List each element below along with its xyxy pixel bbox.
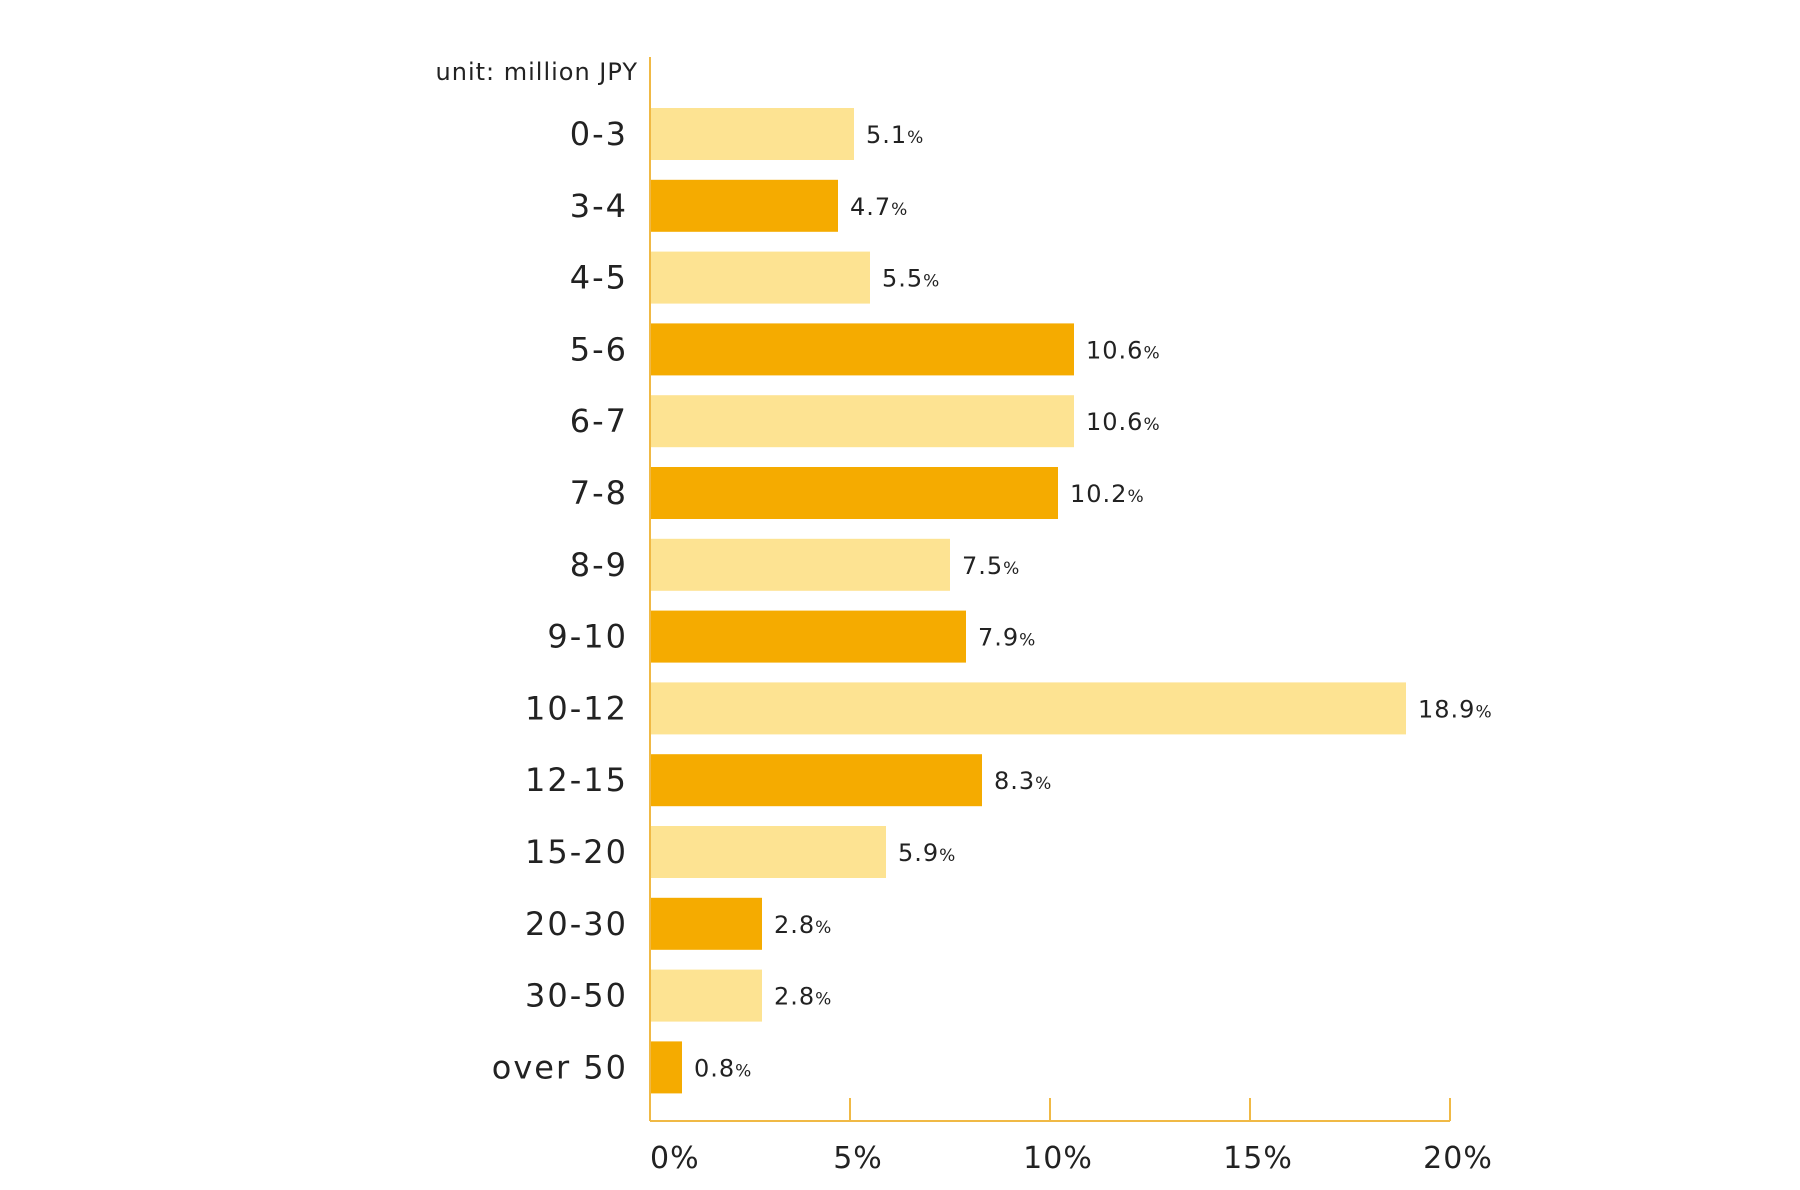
category-label: 6-7: [570, 402, 628, 440]
bar-4-5: [650, 251, 870, 304]
category-label: 3-4: [570, 187, 628, 225]
category-label: 0-3: [570, 115, 628, 153]
bars-group: 0-3 5.1% 3-4 4.7% 4-5 5.5% 5-6 10.6% 6-7 10.6% 7-8…: [492, 108, 1493, 1094]
value-label: 2.8%: [774, 983, 832, 1011]
value-label: 10.6%: [1086, 336, 1161, 364]
bar-5-6: [650, 323, 1074, 376]
value-label: 4.7%: [850, 193, 908, 221]
x-tick-label: 5%: [833, 1141, 883, 1176]
bar-0-3: [650, 108, 854, 160]
value-label: 18.9%: [1418, 695, 1493, 723]
bar-8-9: [650, 538, 950, 591]
x-tick-label: 10%: [1023, 1141, 1093, 1176]
category-label: 9-10: [547, 618, 628, 656]
category-label: over 50: [492, 1048, 628, 1086]
unit-label: unit: million JPY: [436, 58, 638, 86]
category-label: 10-12: [525, 689, 628, 727]
category-label: 15-20: [525, 833, 628, 871]
bar-9-10: [650, 610, 966, 663]
bar-12-15: [650, 754, 982, 807]
bar-6-7: [650, 395, 1074, 448]
bar-10-12: [650, 682, 1406, 735]
category-label: 8-9: [570, 546, 628, 584]
category-label: 5-6: [570, 330, 628, 368]
x-tick-label: 20%: [1423, 1141, 1493, 1176]
value-label: 5.1%: [866, 121, 924, 149]
x-tick-label: 15%: [1223, 1141, 1293, 1176]
bar-3-4: [650, 179, 838, 232]
category-label: 30-50: [525, 977, 628, 1015]
value-label: 7.9%: [978, 624, 1036, 652]
value-label: 2.8%: [774, 911, 832, 939]
value-label: 10.2%: [1070, 480, 1145, 508]
bar-over-50: [650, 1041, 682, 1094]
x-tick-label: 0%: [650, 1141, 700, 1176]
value-label: 7.5%: [962, 552, 1020, 580]
category-label: 12-15: [525, 761, 628, 799]
value-label: 5.9%: [898, 839, 956, 867]
value-label: 10.6%: [1086, 408, 1161, 436]
category-label: 20-30: [525, 905, 628, 943]
category-label: 7-8: [570, 474, 628, 512]
bar-30-50: [650, 969, 762, 1022]
bar-15-20: [650, 826, 886, 878]
value-label: 8.3%: [994, 767, 1052, 795]
axis-group: 0% 5% 10% 15% 20%: [649, 57, 1493, 1176]
bar-7-8: [650, 467, 1058, 519]
value-label: 5.5%: [882, 265, 940, 293]
category-label: 4-5: [570, 259, 628, 297]
bar-20-30: [650, 897, 762, 950]
value-label: 0.8%: [694, 1054, 752, 1082]
